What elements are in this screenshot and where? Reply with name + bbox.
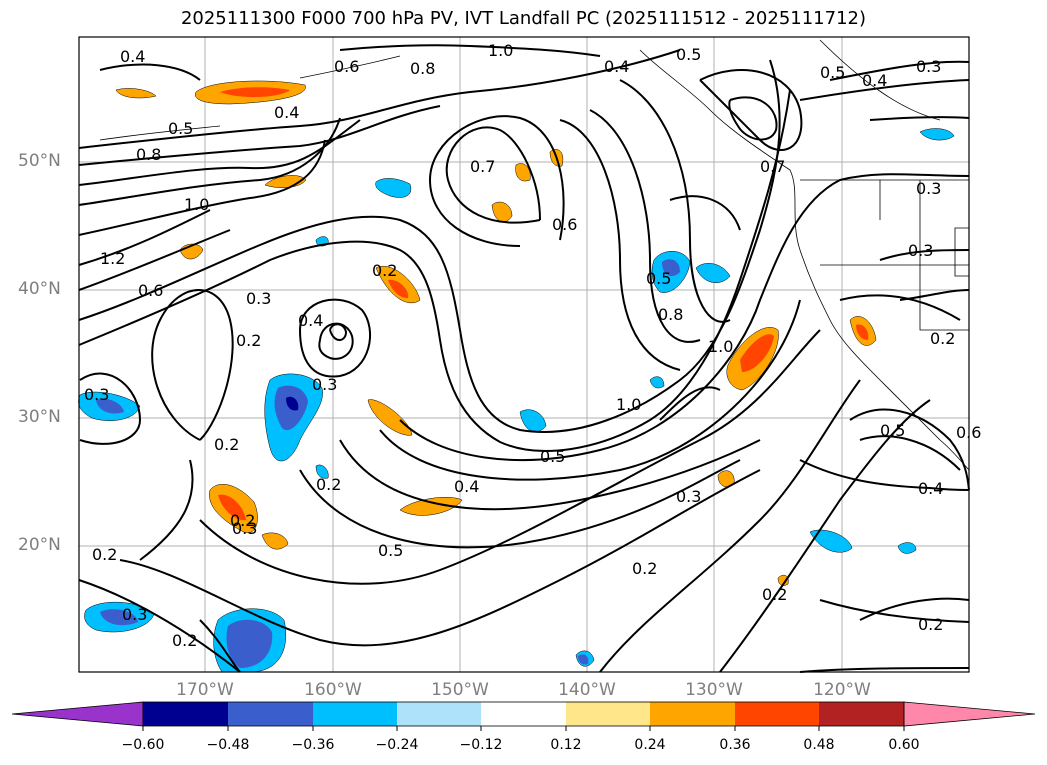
contour-label: 0.5 (540, 447, 565, 466)
lat-label-50n: 50°N (18, 151, 61, 171)
contour-label: 0.2 (214, 435, 239, 454)
contour-label: 0.2 (230, 511, 255, 530)
map-frame (78, 36, 970, 673)
contour-label: 0.5 (378, 541, 403, 560)
contour-label: 0.5 (168, 119, 193, 138)
contour-label: 0.4 (298, 311, 323, 330)
contour-label: 1.0 (184, 195, 209, 214)
colorbar-bin (143, 702, 228, 726)
contour-label: 0.2 (632, 559, 657, 578)
map-panel (78, 36, 970, 673)
colorbar-tick-label: −0.48 (206, 737, 250, 753)
contour-label: 1.0 (708, 337, 733, 356)
contour-label: 0.2 (92, 545, 117, 564)
contour-label: 0.2 (762, 585, 787, 604)
positive-anomaly-shading (115, 80, 877, 586)
contour-label: 0.4 (120, 47, 145, 66)
contour-label: 0.2 (316, 475, 341, 494)
graticule (79, 37, 969, 672)
contour-label: 0.5 (820, 63, 845, 82)
contour-label: 0.3 (312, 375, 337, 394)
map-title: 2025111300 F000 700 hPa PV, IVT Landfall… (180, 8, 867, 29)
contour-label: 0.4 (604, 57, 629, 76)
contour-label: 0.7 (470, 157, 495, 176)
lat-label-20n: 20°N (18, 535, 61, 555)
colorbar-bin (228, 702, 313, 726)
contour-label: 0.5 (880, 421, 905, 440)
contour-label: 0.4 (862, 71, 887, 90)
colorbar-tick-label: 0.36 (719, 737, 751, 753)
contour-label: 0.8 (658, 305, 683, 324)
colorbar-bin (819, 702, 904, 726)
contour-label: 0.8 (410, 59, 435, 78)
contour-label: 0.2 (930, 329, 955, 348)
contour-label: 0.6 (334, 57, 359, 76)
lat-label-40n: 40°N (18, 279, 61, 299)
contour-label: 0.6 (138, 281, 163, 300)
colorbar-tick-label: −0.60 (121, 737, 165, 753)
contour-label: 0.3 (916, 179, 941, 198)
colorbar-bin (481, 702, 566, 726)
contour-label: 0.6 (552, 215, 577, 234)
contour-label: 0.4 (274, 103, 299, 122)
colorbar-extend-high (903, 701, 1036, 727)
contour-label: 0.3 (246, 289, 271, 308)
colorbar-tick-label: 0.12 (550, 737, 582, 753)
colorbar-bin (313, 702, 397, 726)
colorbar (11, 701, 1036, 731)
contour-label: 0.2 (372, 261, 397, 280)
contour-label-layer: 0.4 0.6 0.7 0.8 1.0 0.5 0.4 0.5 0.4 0.3 … (84, 41, 981, 650)
contour-label: 0.2 (918, 615, 943, 634)
contour-label: 0.5 (646, 269, 671, 288)
negative-anomaly-shading (78, 128, 955, 673)
contour-label: 1.2 (100, 249, 125, 268)
colorbar-bin (650, 702, 735, 726)
lon-label-150w: 150°W (431, 680, 489, 700)
colorbar-tick-label: −0.24 (375, 737, 419, 753)
colorbar-tick-label: −0.36 (291, 737, 335, 753)
lon-label-140w: 140°W (558, 680, 616, 700)
contour-label: 0.3 (676, 487, 701, 506)
contour-label: 0.3 (916, 57, 941, 76)
contour-label: 0.6 (956, 423, 981, 442)
contour-label: 1.0 (488, 41, 513, 60)
contour-label: 0.2 (172, 631, 197, 650)
colorbar-extend-low (11, 701, 144, 727)
contour-label: 1.0 (616, 395, 641, 414)
colorbar-tick-label: 0.60 (888, 737, 920, 753)
lon-label-130w: 130°W (685, 680, 743, 700)
contour-label: 0.3 (84, 385, 109, 404)
lat-label-30n: 30°N (18, 407, 61, 427)
contour-label: 0.3 (122, 605, 147, 624)
contour-label: 0.5 (676, 45, 701, 64)
contour-label: 0.7 (760, 157, 785, 176)
contour-label: 0.3 (232, 519, 257, 538)
contour-label: 0.8 (136, 145, 161, 164)
colorbar-tick-label: −0.12 (459, 737, 503, 753)
contour-label: 0.2 (236, 331, 261, 350)
colorbar-tick-label: 0.24 (634, 737, 666, 753)
contour-label: 0.3 (908, 241, 933, 260)
contour-label: 0.4 (454, 477, 479, 496)
colorbar-bin (566, 702, 650, 726)
lon-label-120w: 120°W (813, 680, 871, 700)
colorbar-tick-label: 0.48 (803, 737, 835, 753)
colorbar-bin (735, 702, 819, 726)
lon-label-170w: 170°W (176, 680, 234, 700)
pv-contours (78, 44, 970, 673)
lon-label-160w: 160°W (304, 680, 362, 700)
colorbar-bin (397, 702, 481, 726)
contour-label: 0.4 (918, 479, 943, 498)
